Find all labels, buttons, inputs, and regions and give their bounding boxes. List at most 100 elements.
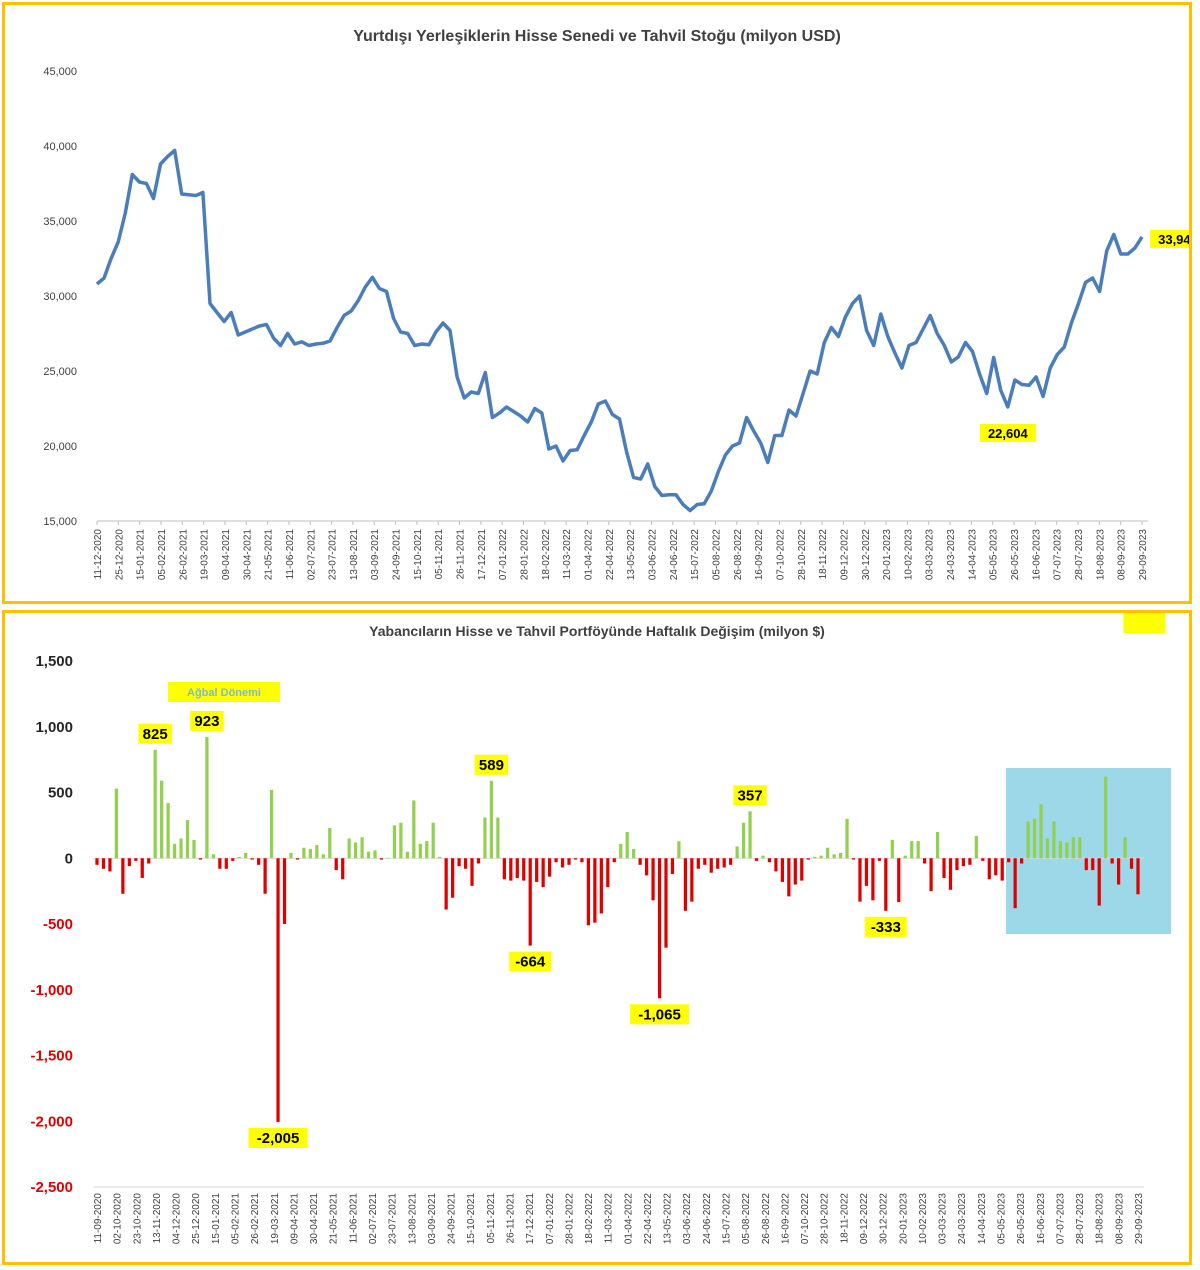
data-label: 33,941	[1158, 232, 1189, 247]
x-tick-label: 23-10-2020	[132, 1193, 143, 1245]
bar	[864, 858, 869, 886]
bar	[754, 858, 759, 861]
y-tick-label: 500	[48, 785, 73, 802]
x-tick-label: 05-05-2023	[997, 1193, 1008, 1245]
bar	[1071, 837, 1075, 859]
stock-chart-panel: Yurtdışı Yerleşiklerin Hisse Senedi ve T…	[2, 2, 1200, 604]
bar	[560, 858, 565, 868]
bar	[935, 831, 940, 859]
bar	[1052, 821, 1056, 859]
y-tick-label: -2,500	[30, 1179, 73, 1196]
bar	[1097, 858, 1101, 906]
bar	[341, 858, 345, 880]
bar	[1019, 858, 1024, 864]
data-label-bg	[248, 1127, 308, 1148]
bar	[1045, 838, 1050, 859]
x-tick-label: 24-03-2023	[946, 529, 957, 581]
x-tick-label: 18-02-2022	[584, 1193, 595, 1245]
bar	[528, 858, 532, 946]
bar	[198, 858, 203, 860]
bar	[489, 780, 494, 859]
x-tick-label: 28-07-2023	[1075, 1193, 1086, 1245]
bar	[263, 858, 267, 894]
bar	[418, 843, 422, 859]
bar	[470, 858, 474, 886]
bar	[172, 843, 177, 859]
bar	[224, 858, 228, 869]
x-tick-label: 02-07-2021	[306, 529, 317, 581]
x-tick-label: 28-07-2023	[1074, 529, 1085, 581]
bar	[813, 856, 817, 859]
y-tick-label: 1,000	[35, 719, 73, 736]
chart-title: Yabancıların Hisse ve Tahvil Portföyünde…	[369, 623, 825, 639]
bar	[994, 858, 998, 876]
x-tick-label: 14-04-2023	[967, 529, 978, 581]
x-tick-label: 02-07-2021	[368, 1193, 379, 1245]
bar	[315, 845, 319, 859]
x-tick-label: 25-12-2020	[114, 529, 125, 581]
x-tick-label: 13-11-2020	[152, 1193, 163, 1244]
bar	[800, 858, 804, 881]
bar	[127, 858, 131, 867]
x-tick-label: 17-12-2021	[477, 529, 488, 581]
bar	[347, 838, 351, 859]
bar	[832, 854, 836, 859]
bar	[295, 858, 300, 860]
bar	[1065, 842, 1069, 859]
x-tick-label: 20-01-2023	[898, 1193, 909, 1245]
bar	[586, 858, 591, 926]
x-tick-label: 08-09-2023	[1114, 1193, 1125, 1245]
bar	[114, 788, 119, 859]
bar	[192, 839, 196, 859]
x-tick-label: 13-08-2021	[349, 529, 360, 581]
bar	[250, 858, 254, 860]
x-tick-label: 24-03-2023	[957, 1193, 968, 1245]
y-tick-label: 45,000	[43, 66, 77, 78]
x-tick-label: 11-06-2021	[285, 529, 296, 580]
x-tick-label: 15-01-2021	[136, 529, 147, 581]
bar	[580, 858, 584, 863]
x-tick-label: 21-05-2021	[264, 529, 275, 581]
x-tick-label: 16-06-2023	[1036, 1193, 1047, 1245]
x-tick-label: 26-02-2021	[178, 529, 189, 581]
bar	[877, 858, 881, 861]
x-tick-label: 09-04-2021	[221, 529, 232, 581]
bar	[903, 855, 907, 859]
x-tick-label: 24-06-2022	[669, 529, 680, 581]
x-tick-label: 02-10-2020	[113, 1193, 124, 1245]
bar	[522, 858, 526, 881]
bar	[205, 736, 209, 859]
bar	[535, 858, 539, 882]
bar	[780, 858, 784, 882]
bar	[95, 858, 99, 865]
x-tick-label: 26-05-2023	[1016, 1193, 1027, 1245]
bar	[302, 847, 306, 859]
bar	[606, 858, 610, 888]
data-label-bg	[864, 916, 907, 937]
x-tick-label: 09-12-2022	[859, 1193, 870, 1245]
x-tick-label: 23-07-2021	[328, 529, 339, 581]
x-tick-label: 25-12-2020	[191, 1193, 202, 1245]
bar	[496, 817, 500, 859]
x-tick-label: 24-06-2022	[702, 1193, 713, 1245]
bar	[1058, 841, 1063, 859]
x-tick-label: 05-11-2021	[486, 1193, 497, 1244]
x-tick-label: 11-03-2022	[562, 529, 573, 580]
bar	[716, 858, 720, 869]
x-tick-label: 03-09-2021	[370, 529, 381, 581]
x-tick-label: 26-08-2022	[733, 529, 744, 581]
data-label-bg	[474, 754, 509, 775]
x-tick-label: 05-02-2021	[157, 529, 168, 581]
bar	[515, 858, 519, 878]
x-tick-label: 05-02-2021	[230, 1193, 241, 1245]
x-tick-label: 05-08-2022	[741, 1193, 752, 1245]
bar	[134, 858, 138, 861]
bar	[231, 858, 235, 861]
bar	[683, 858, 688, 911]
x-tick-label: 18-08-2023	[1095, 1193, 1106, 1245]
bar	[166, 803, 170, 859]
data-label-bg	[190, 710, 224, 731]
bar	[276, 858, 280, 1122]
x-tick-label: 26-08-2022	[761, 1193, 772, 1245]
bar	[218, 858, 222, 869]
